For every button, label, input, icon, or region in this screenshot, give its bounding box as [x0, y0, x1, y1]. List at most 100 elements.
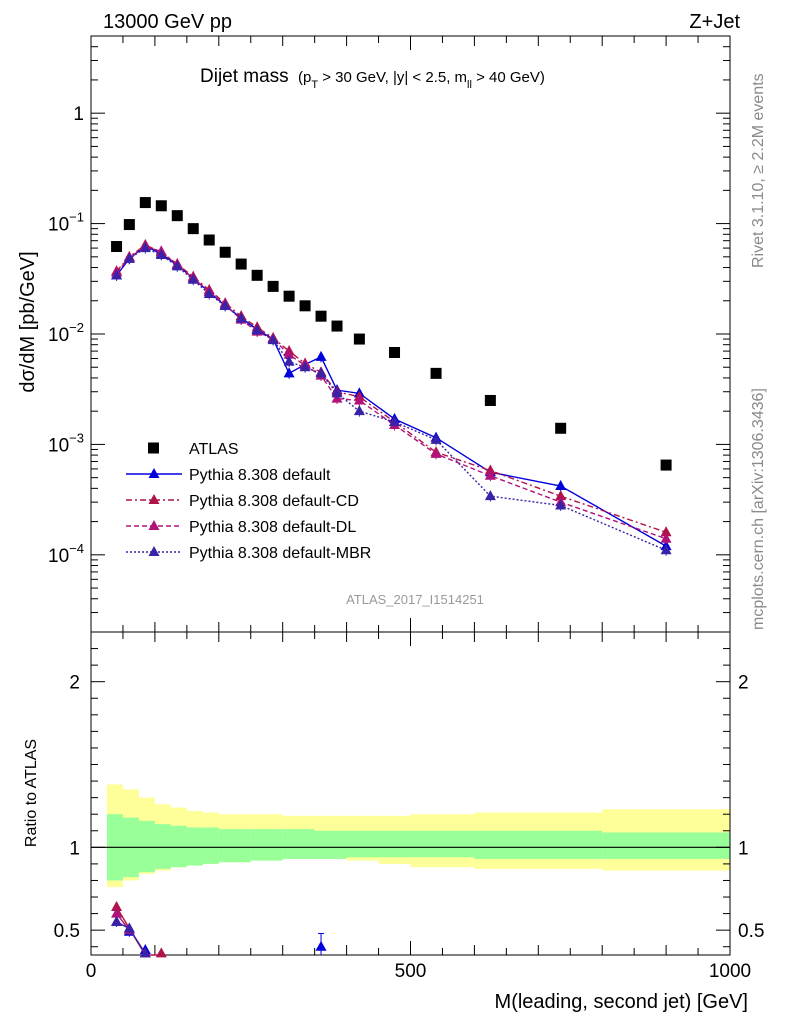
y-tick-label: 10−3 [48, 430, 84, 456]
ratio-point [139, 947, 151, 958]
series-point [251, 324, 263, 335]
series-point [484, 464, 496, 475]
atlas-point [267, 280, 279, 292]
series-point [235, 312, 247, 323]
atlas-point [203, 234, 215, 246]
series-point [660, 532, 672, 543]
ratio-y-tick-label: 0.5 [54, 921, 80, 942]
atlas-point [187, 223, 199, 235]
chart-title-sub-ll: ll [467, 79, 472, 91]
legend-marker-atlas [148, 442, 159, 454]
atlas-point [389, 346, 401, 358]
series-point [484, 469, 496, 480]
chart-title-sub-end: > 40 GeV) [472, 69, 545, 86]
series-point [353, 394, 365, 405]
y-axis-label: dσ/dM [pb/GeV] [17, 251, 39, 392]
series-point [430, 433, 442, 444]
atlas-point [555, 422, 567, 434]
inner-band-segment [250, 829, 283, 861]
series-point [555, 480, 567, 491]
legend-marker [148, 494, 160, 504]
inner-band-segment [602, 832, 730, 859]
analysis-watermark: ATLAS_2017_I1514251 [346, 592, 484, 607]
inner-band-segment [282, 829, 315, 859]
series-point [171, 260, 183, 271]
y-tick-label: 10−1 [48, 210, 84, 236]
x-tick-label: 1000 [709, 961, 751, 982]
legend-marker [148, 546, 160, 556]
legend-label: ATLAS [189, 441, 239, 458]
series-point [430, 447, 442, 458]
series-point [187, 273, 199, 284]
main-axis-ticks: 1 10−1 10−2 10−3 10−4 0 500 1000 [48, 35, 751, 982]
series-point [203, 288, 215, 299]
header-left: 13000 GeV pp [103, 11, 232, 33]
ratio-bands [91, 784, 730, 888]
series-point [155, 248, 167, 259]
ratio-y-axis-label: Ratio to ATLAS [23, 739, 40, 847]
series-point [555, 490, 567, 501]
ratio-y-tick-label-right: 1 [738, 838, 749, 859]
series-line [116, 244, 667, 533]
series-point [283, 355, 295, 366]
series-point [353, 405, 365, 416]
atlas-point [331, 320, 343, 332]
atlas-point [299, 300, 311, 312]
legend-label: Pythia 8.308 default-CD [189, 493, 359, 510]
ratio-point [315, 940, 327, 951]
inner-band-segment [314, 830, 347, 859]
legend-label: Pythia 8.308 default [189, 467, 331, 484]
y-tick-label: 10−2 [48, 320, 84, 346]
inner-band-segment [410, 830, 475, 858]
x-axis-label: M(leading, second jet) [GeV] [495, 991, 748, 1013]
ratio-y-tick-label-right: 2 [738, 673, 749, 694]
legend-marker [148, 520, 160, 530]
inner-band-segment [138, 820, 155, 873]
series-point [331, 387, 343, 398]
atlas-point [484, 394, 496, 406]
ratio-axis-ticks: 0.5 0.5 1 1 2 2 [54, 648, 764, 948]
atlas-point [283, 290, 295, 302]
legend-label: Pythia 8.308 default-MBR [189, 545, 371, 562]
series-point [267, 334, 279, 345]
chart-title: Dijet mass (pT > 30 GeV, |y| < 2.5, mll … [200, 66, 545, 91]
series-point [219, 299, 231, 310]
inner-band-segment [202, 827, 219, 864]
atlas-point [171, 210, 183, 222]
series-point [111, 269, 123, 280]
inner-band-segment [378, 830, 411, 858]
mcplots-label: mcplots.cern.ch [arXiv:1306.3436] [750, 388, 767, 630]
series-point [389, 415, 401, 426]
ratio-panel-frame [90, 631, 731, 956]
inner-band-segment [186, 827, 203, 866]
inner-band-segment [170, 825, 187, 868]
atlas-point [315, 310, 327, 322]
x-tick-label: 500 [395, 961, 427, 982]
series-point [283, 348, 295, 359]
main-series [111, 197, 672, 556]
inner-band-segment [346, 830, 379, 858]
ratio-point [111, 900, 123, 911]
inner-band-segment [154, 824, 171, 869]
series-point [660, 544, 672, 555]
series-point [315, 367, 327, 378]
rivet-label: Rivet 3.1.10, ≥ 2.2M events [750, 73, 767, 268]
series-point [299, 361, 311, 372]
series-line [116, 245, 667, 540]
atlas-point [353, 333, 365, 345]
atlas-point [155, 200, 167, 212]
legend-label: Pythia 8.308 default-DL [189, 519, 356, 536]
series-point [660, 526, 672, 537]
inner-band-segment [474, 830, 603, 859]
ratio-point [111, 907, 123, 918]
series-point [555, 499, 567, 510]
atlas-point [139, 197, 151, 209]
y-tick-label: 10−4 [48, 541, 84, 567]
x-tick-label: 0 [86, 961, 97, 982]
ratio-point [155, 947, 167, 958]
chart-title-sub-mid: > 30 GeV, |y| < 2.5, m [318, 69, 467, 86]
chart-title-main: Dijet mass [200, 66, 289, 87]
ratio-y-tick-label-right: 0.5 [738, 921, 764, 942]
y-tick-label: 1 [73, 104, 84, 125]
legend: ATLAS Pythia 8.308 default Pythia 8.308 de… [126, 441, 371, 562]
